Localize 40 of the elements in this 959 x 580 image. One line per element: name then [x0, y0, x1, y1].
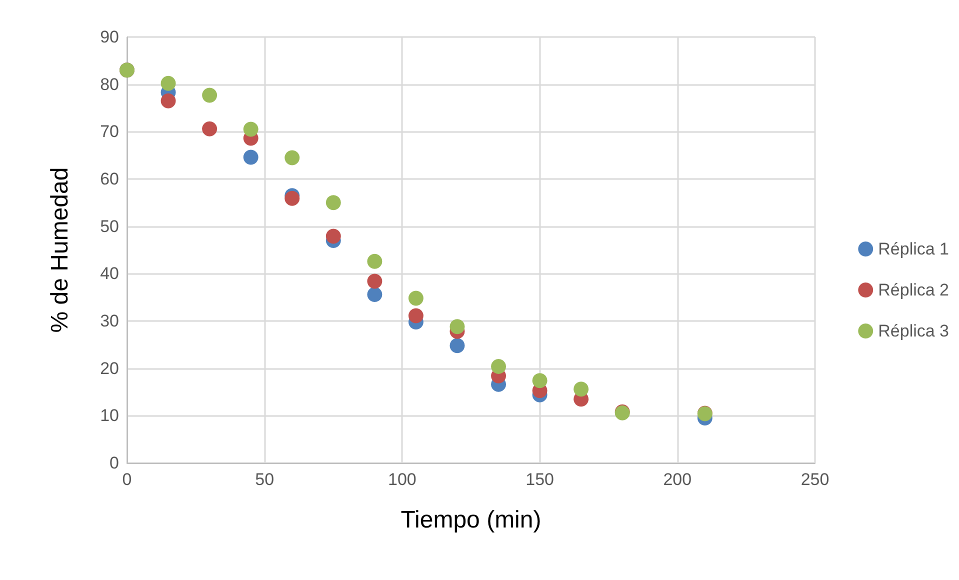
x-tick-label: 0 — [122, 470, 132, 489]
y-tick-label: 0 — [110, 454, 119, 472]
y-tick-label: 30 — [100, 312, 119, 330]
point — [450, 319, 465, 334]
x-tick-label: 250 — [800, 470, 830, 489]
point — [367, 254, 382, 269]
point — [284, 150, 300, 166]
y-tick-label: 40 — [100, 264, 119, 284]
x-tick-label: 150 — [526, 470, 554, 489]
point — [574, 382, 589, 397]
y-tick-label: 20 — [100, 358, 119, 378]
x-tick-label: 100 — [388, 470, 416, 489]
y-tick-label: 70 — [100, 122, 119, 142]
point — [326, 195, 341, 210]
y-tick-label: 90 — [100, 28, 119, 46]
x-tick-label: 50 — [255, 470, 274, 489]
y-tick-label: 80 — [100, 74, 119, 94]
x-tick-label: 200 — [663, 470, 692, 489]
legend-label: Réplica 1 — [878, 240, 950, 258]
point — [160, 76, 176, 91]
x-axis-title: Tiempo (min) — [400, 506, 542, 534]
point — [243, 122, 258, 137]
point — [326, 228, 341, 244]
point — [450, 338, 465, 354]
point — [202, 121, 218, 136]
point — [160, 93, 176, 108]
y-tick-label: 60 — [100, 170, 119, 188]
point — [532, 373, 548, 388]
point — [491, 358, 506, 374]
y-tick-label: 50 — [100, 216, 119, 236]
point — [408, 290, 424, 306]
legend-label: Réplica 3 — [878, 322, 950, 340]
point — [408, 308, 424, 324]
legend-label: Réplica 2 — [878, 280, 950, 300]
point — [367, 274, 382, 289]
point — [243, 150, 258, 165]
point — [367, 286, 382, 302]
y-axis-title: % de Humedad — [46, 167, 74, 333]
point — [202, 88, 218, 103]
y-tick-label: 10 — [100, 406, 119, 426]
